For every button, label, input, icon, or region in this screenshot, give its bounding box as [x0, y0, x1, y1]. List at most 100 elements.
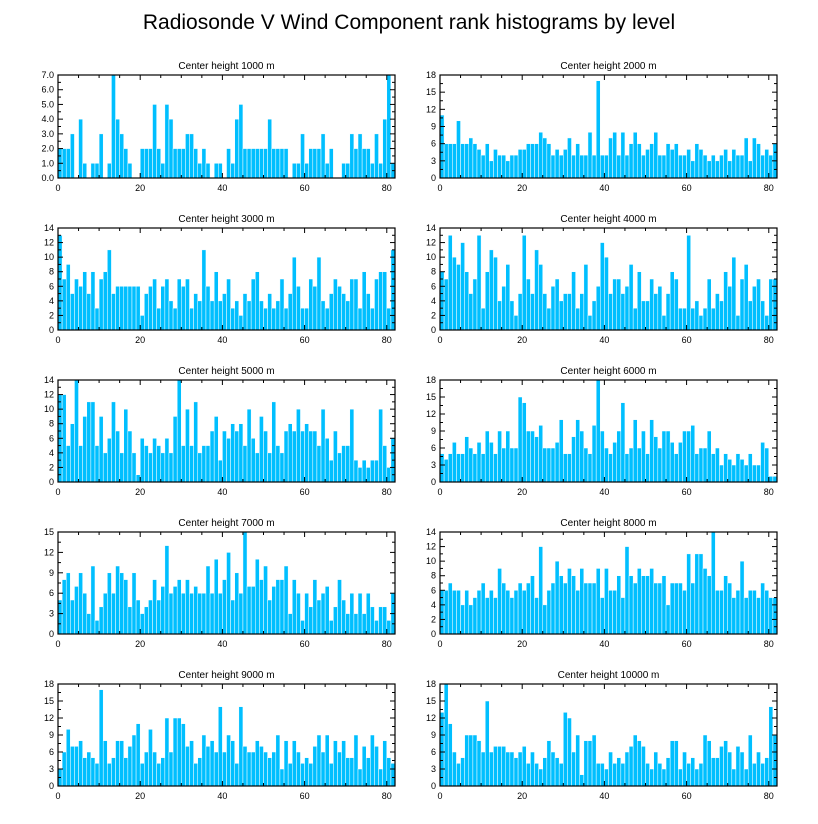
- bar: [735, 453, 741, 483]
- bar: [205, 163, 211, 179]
- bar: [484, 271, 490, 331]
- bar: [637, 271, 642, 331]
- bar: [706, 575, 712, 635]
- bar: [275, 148, 281, 179]
- bar: [521, 149, 527, 179]
- bar: [148, 599, 153, 635]
- bar: [489, 751, 494, 787]
- bar: [760, 442, 765, 483]
- bar: [723, 575, 728, 635]
- bar: [530, 575, 535, 635]
- bar: [501, 582, 507, 635]
- bar: [259, 579, 264, 635]
- bar: [271, 401, 277, 483]
- bar: [665, 143, 671, 179]
- y-tick-label: 18: [426, 70, 436, 80]
- bar: [296, 751, 301, 787]
- bar: [222, 751, 227, 787]
- bar: [267, 118, 272, 179]
- bar: [308, 606, 314, 635]
- bar: [250, 278, 256, 331]
- bar: [620, 597, 626, 635]
- y-tick-label: 15: [426, 87, 436, 97]
- y-tick-label: 3: [49, 764, 54, 774]
- bar: [246, 148, 252, 179]
- bar: [604, 768, 609, 787]
- bar: [94, 763, 100, 787]
- bar: [242, 148, 248, 179]
- bar: [86, 293, 92, 331]
- bar: [168, 751, 174, 787]
- bar: [710, 453, 716, 483]
- bar: [353, 459, 359, 483]
- x-tick-label: 0: [437, 335, 442, 345]
- bar: [476, 740, 482, 787]
- bar: [542, 447, 548, 483]
- bar: [497, 154, 502, 179]
- bar: [292, 740, 297, 787]
- bar: [197, 592, 203, 635]
- bar: [489, 590, 494, 635]
- bar: [575, 143, 580, 179]
- bar: [349, 278, 355, 331]
- bar: [341, 445, 346, 483]
- bar: [361, 613, 367, 635]
- bar: [131, 286, 137, 331]
- bar: [669, 582, 675, 635]
- bar: [468, 734, 474, 787]
- bar: [65, 572, 71, 635]
- bar: [476, 149, 482, 179]
- bar: [308, 430, 314, 483]
- bar: [678, 442, 683, 483]
- y-tick-label: 3: [431, 460, 436, 470]
- bar: [287, 293, 293, 331]
- bar: [324, 586, 330, 635]
- bar: [505, 751, 511, 787]
- x-tick-label: 80: [382, 791, 392, 801]
- bar: [698, 763, 704, 787]
- bar: [665, 604, 671, 635]
- bar: [608, 751, 613, 787]
- bar: [460, 604, 465, 635]
- bar: [760, 763, 765, 787]
- bar: [292, 256, 297, 331]
- bar: [731, 768, 737, 787]
- bar: [665, 430, 671, 483]
- bar: [542, 137, 548, 179]
- bar: [747, 734, 753, 787]
- x-tick-label: 60: [300, 183, 310, 193]
- bar: [345, 300, 351, 331]
- y-tick-label: 0: [431, 173, 436, 183]
- y-tick-label: 10: [426, 556, 436, 566]
- bar: [743, 137, 749, 179]
- bar: [193, 586, 198, 635]
- bar: [447, 582, 453, 635]
- bar: [353, 734, 359, 787]
- y-tick-label: 0: [431, 629, 436, 639]
- bar: [353, 613, 359, 635]
- x-tick-label: 0: [55, 487, 60, 497]
- bar: [546, 307, 552, 331]
- bar: [497, 568, 502, 635]
- bar: [464, 271, 470, 331]
- bar: [341, 163, 346, 179]
- bar: [189, 740, 194, 787]
- bar: [509, 154, 515, 179]
- bar: [468, 293, 474, 331]
- bar: [82, 271, 88, 331]
- chart-panel-4: Center height 4000 m 0 20 40 60 80 0 2 4 6 8 10 12 14: [426, 214, 778, 345]
- bar: [698, 149, 704, 179]
- bar: [201, 592, 207, 635]
- bar: [312, 148, 318, 179]
- bar: [61, 579, 67, 635]
- bar: [382, 118, 388, 179]
- bar: [238, 592, 244, 635]
- bar: [517, 751, 523, 787]
- bar: [608, 453, 613, 483]
- bar: [320, 592, 326, 635]
- bar: [82, 757, 88, 787]
- y-tick-label: 9: [49, 568, 54, 578]
- bar: [164, 278, 170, 331]
- bar: [250, 751, 256, 787]
- bar: [641, 575, 646, 635]
